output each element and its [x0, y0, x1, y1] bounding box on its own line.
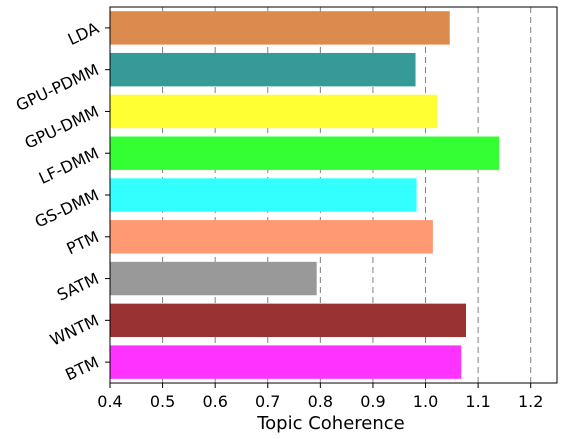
y-tick-label: WNTM [47, 311, 102, 350]
bar [110, 11, 450, 45]
y-axis-ticks: LDAGPU-PDMMGPU-DMMLF-DMMGS-DMMPTMSATMWNT… [13, 18, 110, 384]
bar [110, 178, 417, 212]
bar [110, 220, 433, 254]
x-tick-label: 0.6 [202, 392, 227, 411]
x-tick-label: 1.0 [413, 392, 438, 411]
x-tick-label: 0.9 [360, 392, 385, 411]
y-tick-label: PTM [64, 227, 102, 258]
y-tick-label: BTM [62, 353, 101, 385]
x-axis-label: Topic Coherence [256, 413, 405, 434]
bar [110, 261, 317, 296]
y-tick-label: SATM [54, 269, 102, 305]
x-tick-label: 0.5 [150, 392, 175, 411]
x-tick-label: 1.2 [518, 392, 543, 411]
bars [110, 11, 500, 379]
bar [110, 345, 462, 379]
x-tick-label: 0.8 [308, 392, 333, 411]
y-tick-label: LDA [65, 18, 102, 49]
y-tick-label: LF-DMM [36, 144, 102, 188]
x-tick-label: 0.7 [255, 392, 280, 411]
x-tick-label: 1.1 [465, 392, 490, 411]
bar [110, 303, 467, 338]
bar [110, 94, 438, 129]
bar [110, 52, 416, 87]
bar [110, 136, 500, 170]
y-tick-label: GS-DMM [32, 185, 102, 231]
x-tick-label: 0.4 [97, 392, 122, 411]
x-axis-ticks: 0.4 0.5 0.6 0.7 0.8 0.9 1.0 1.1 1.2 [97, 383, 543, 411]
